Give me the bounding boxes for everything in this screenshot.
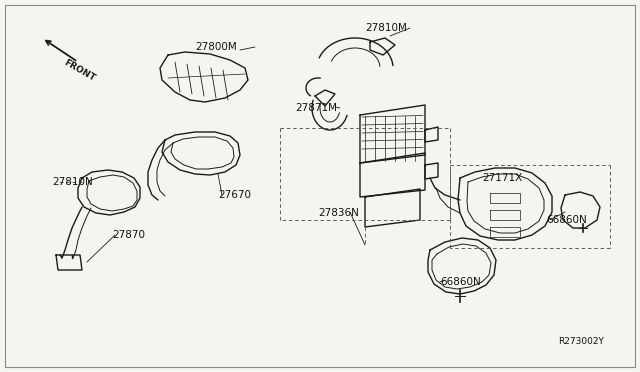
Text: 27670: 27670: [218, 190, 251, 200]
Text: 27810M: 27810M: [365, 23, 407, 33]
Text: 27171X: 27171X: [482, 173, 522, 183]
Text: 27871M: 27871M: [295, 103, 337, 113]
Text: 27800M: 27800M: [195, 42, 237, 52]
Text: 66860N: 66860N: [546, 215, 587, 225]
Text: 27810N: 27810N: [52, 177, 93, 187]
Text: 27870: 27870: [112, 230, 145, 240]
Text: FRONT: FRONT: [62, 58, 97, 83]
Text: 66860N: 66860N: [440, 277, 481, 287]
Text: R273002Y: R273002Y: [558, 337, 604, 346]
Text: 27836N: 27836N: [318, 208, 359, 218]
